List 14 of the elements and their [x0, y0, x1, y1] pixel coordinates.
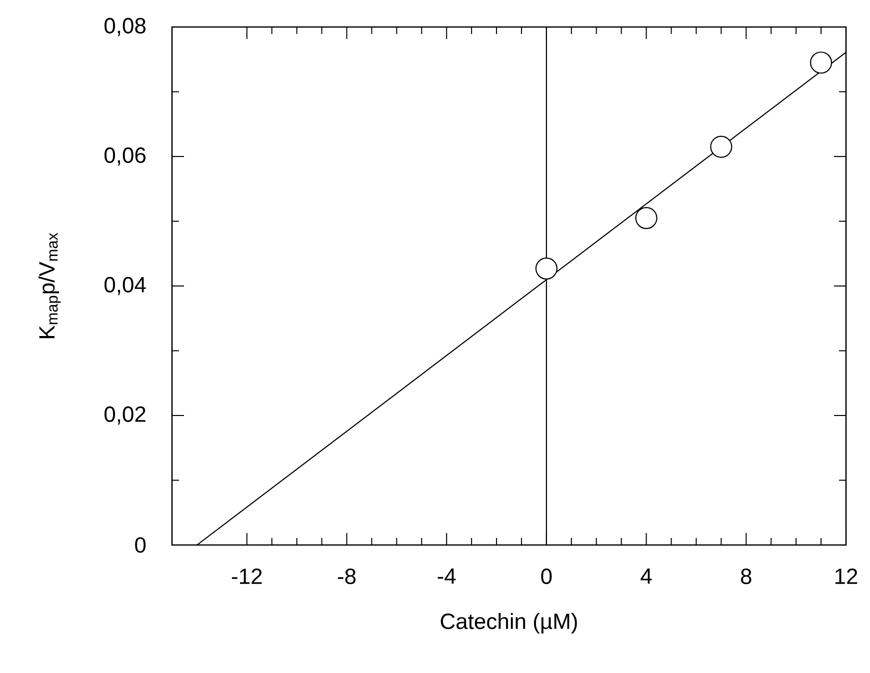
x-tick-label: -8	[338, 568, 356, 584]
x-axis-title: Catechin (µM)	[440, 612, 577, 634]
x-tick-label: -4	[438, 568, 456, 584]
y-axis-title: K$_{map}$p/V$_{max}$	[38, 232, 61, 338]
x-tick-label: 4	[640, 568, 652, 584]
y-tick-label: 0,02	[104, 406, 146, 425]
y-tick-label: 0,08	[104, 18, 146, 36]
y-tick-label: 0,06	[104, 147, 146, 166]
y-tick-label: 0	[135, 537, 146, 553]
y-tick-label: 0,04	[104, 276, 146, 296]
x-tick-label: 8	[740, 568, 752, 584]
x-tick-label: -12	[232, 568, 262, 584]
x-tick-label: 12	[835, 568, 858, 584]
x-tick-label: 0	[541, 568, 552, 584]
